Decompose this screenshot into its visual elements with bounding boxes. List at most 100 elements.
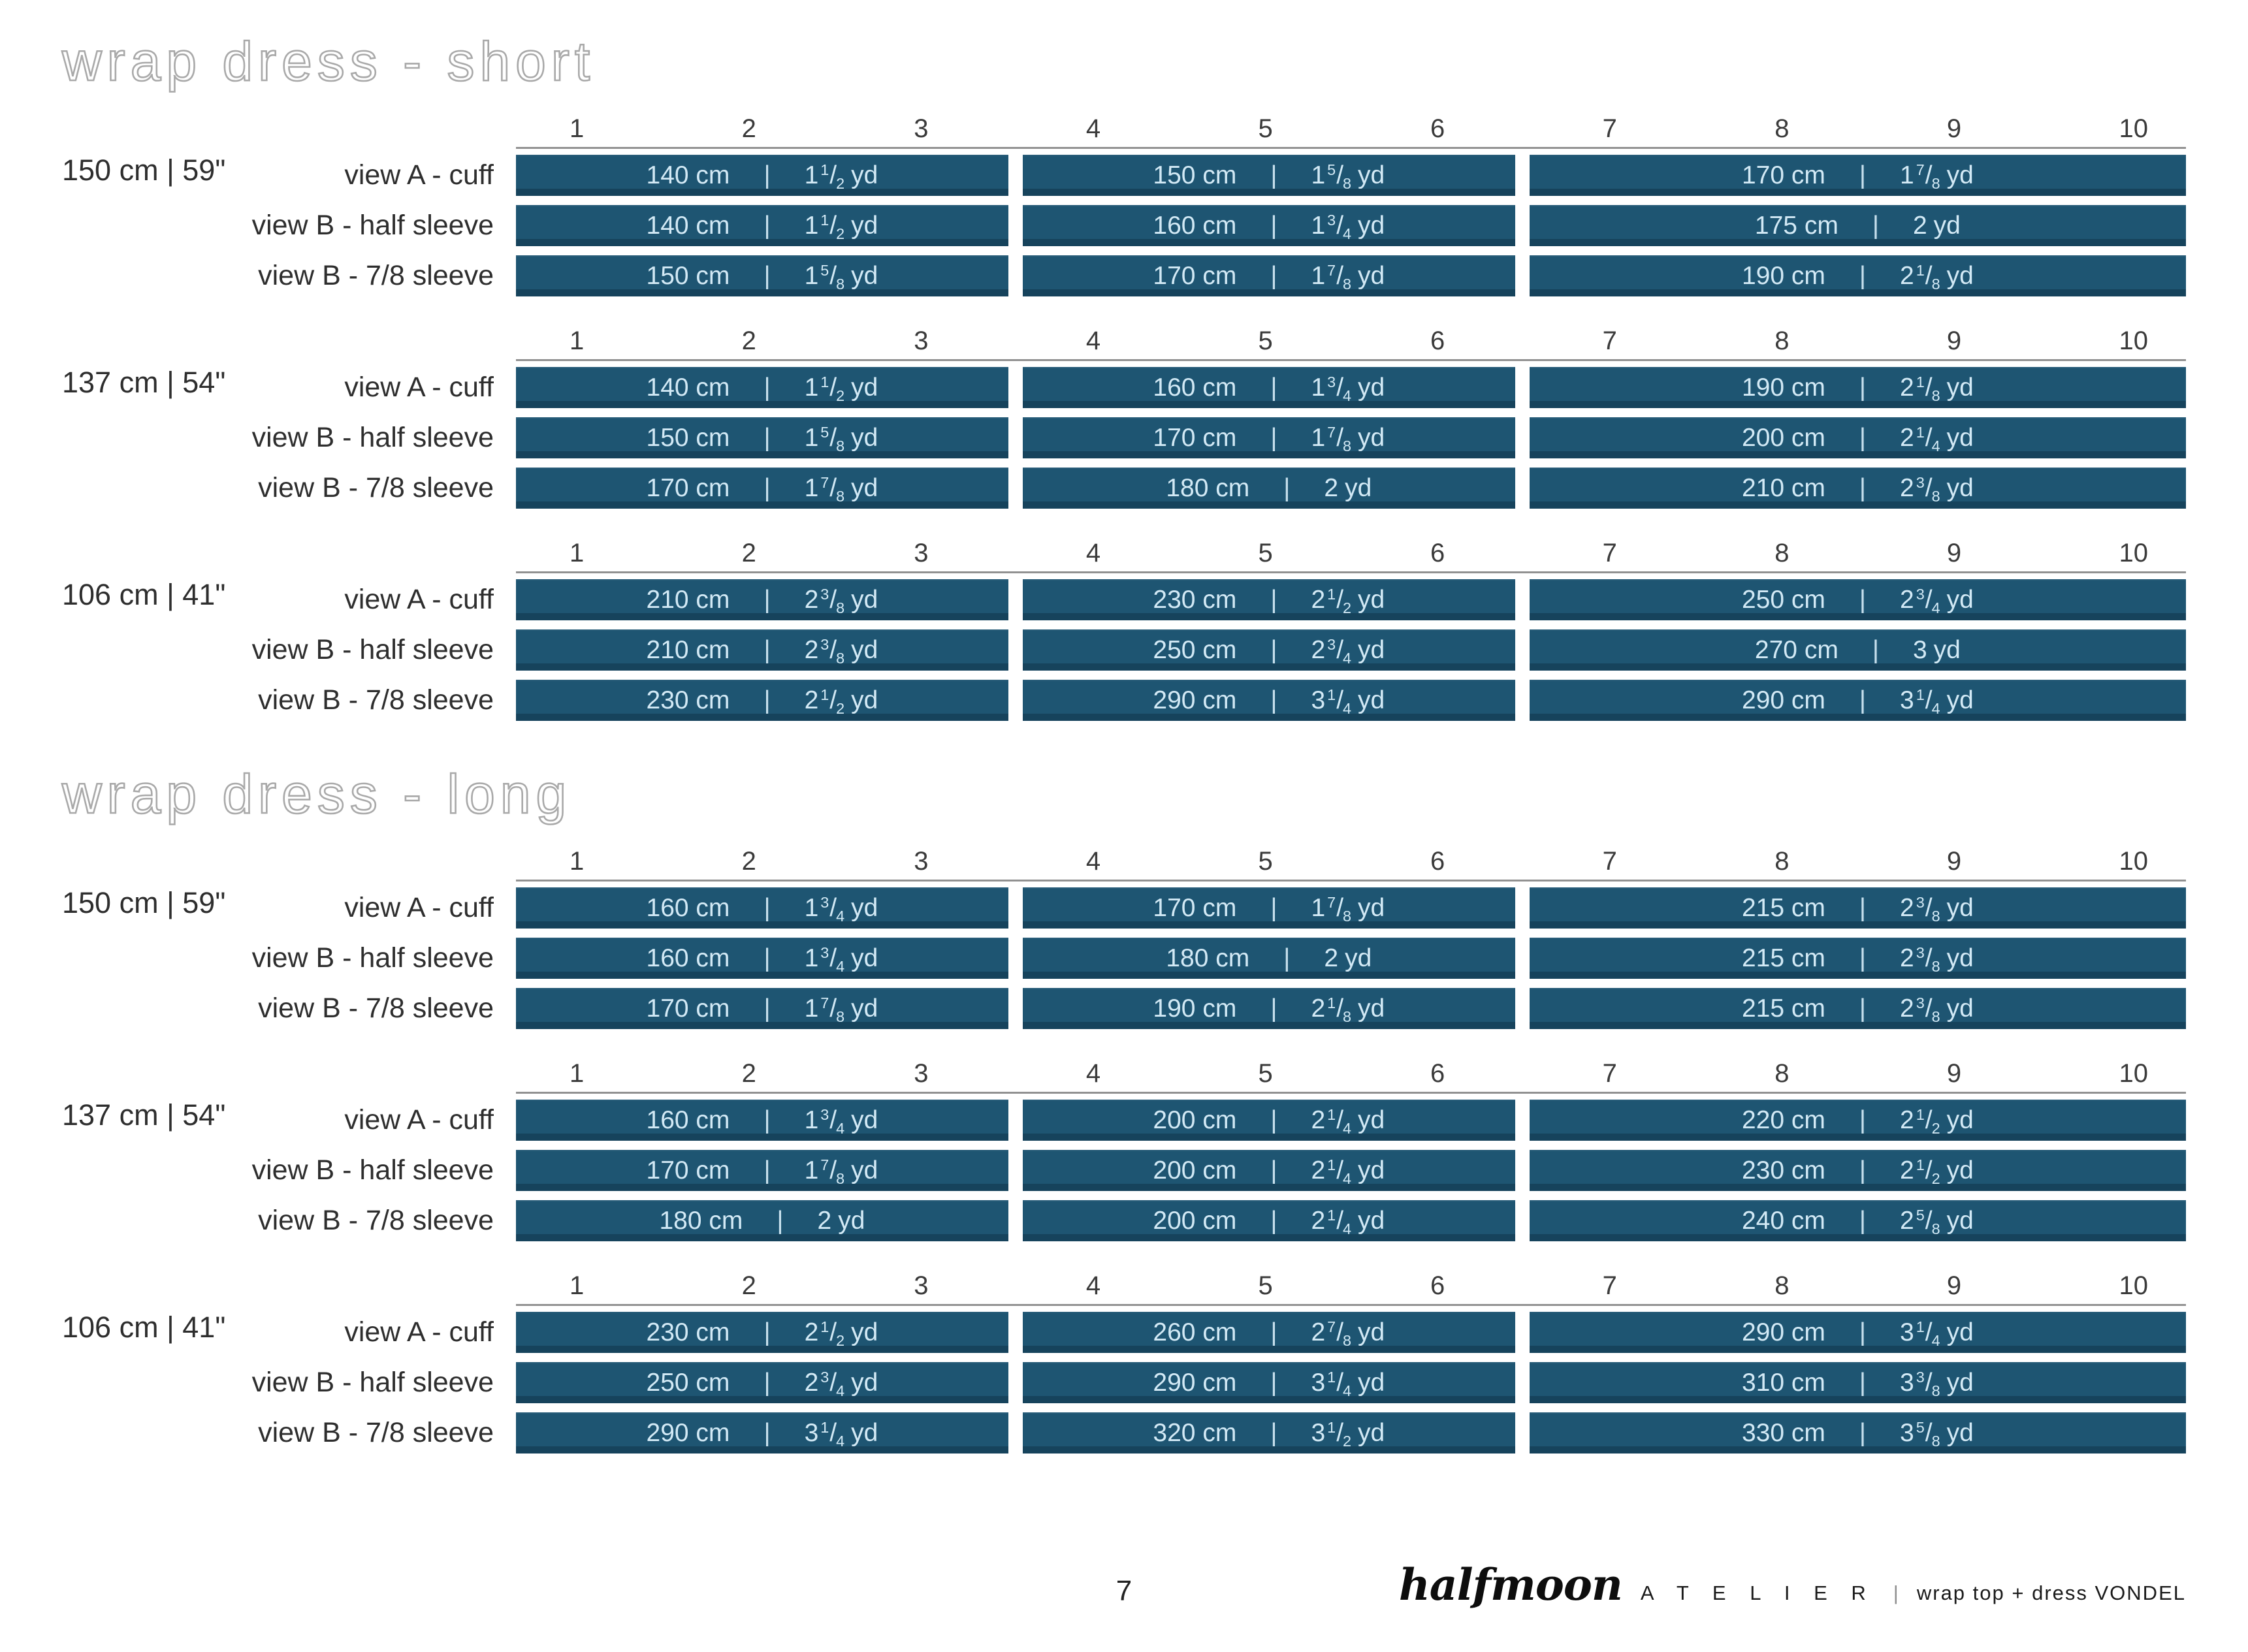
yardage-bar: 250 cm | 2 3/4 yd xyxy=(1022,629,1515,671)
cm-value: 290 cm xyxy=(1153,1369,1237,1397)
yard-unit-label: yd xyxy=(1358,262,1385,290)
view-label: view A - cuff xyxy=(344,1104,494,1136)
yard-unit-label: yd xyxy=(1946,1369,1974,1397)
cm-value: 290 cm xyxy=(1153,686,1237,714)
yardage-value: 3 1/4 yd xyxy=(1900,686,1974,716)
fraction-slash: / xyxy=(829,636,837,664)
view-label: view A - cuff xyxy=(344,892,494,923)
value-separator: | xyxy=(1270,1419,1277,1447)
yardage-bar: 260 cm | 2 7/8 yd xyxy=(1022,1312,1515,1353)
yardage-whole: 2 xyxy=(817,1207,832,1235)
fraction-denominator: 8 xyxy=(1343,275,1352,293)
size-tick-label: 4 xyxy=(1085,1271,1101,1300)
fraction-denominator: 2 xyxy=(1931,1169,1940,1187)
fraction-numerator: 7 xyxy=(820,994,829,1012)
fraction-denominator: 4 xyxy=(1931,1331,1940,1349)
fraction-denominator: 4 xyxy=(1931,437,1940,454)
fabric-width-label: 106 cm | 41" xyxy=(62,1310,226,1344)
fraction-denominator: 8 xyxy=(1343,907,1352,925)
yardage-value: 2 1/4 yd xyxy=(1311,1207,1385,1236)
fraction-slash: / xyxy=(1336,686,1344,714)
value-separator: | xyxy=(1859,1207,1867,1235)
fraction-numerator: 5 xyxy=(1327,161,1336,179)
yardage-whole: 1 xyxy=(804,944,819,972)
size-tick-label: 3 xyxy=(914,1059,929,1088)
yard-unit-label: yd xyxy=(851,636,878,664)
yardage-whole: 3 xyxy=(1900,686,1914,714)
fraction-numerator: 5 xyxy=(820,424,829,441)
value-separator: | xyxy=(1270,373,1277,402)
cm-value: 170 cm xyxy=(1741,161,1825,189)
yardage-whole: 2 xyxy=(1900,586,1914,614)
value-separator: | xyxy=(1270,1106,1277,1134)
yardage-value: 2 7/8 yd xyxy=(1311,1318,1385,1348)
cm-value: 170 cm xyxy=(646,994,730,1023)
yard-unit-label: yd xyxy=(1946,686,1974,714)
value-separator: | xyxy=(1283,944,1291,972)
yardage-bar: 190 cm | 2 1/8 yd xyxy=(1529,255,2186,296)
yardage-row: view B - half sleeve 210 cm | 2 3/8 yd 250 cm |… xyxy=(39,629,2186,671)
bar-area: 210 cm | 2 3/8 yd 250 cm | 2 3/4 yd 270 cm | 3 yd xyxy=(516,629,2186,671)
size-tick-label: 2 xyxy=(741,539,756,567)
yardage-bar: 180 cm | 2 yd xyxy=(1022,938,1515,979)
yard-unit-label: yd xyxy=(851,424,878,452)
fraction-slash: / xyxy=(1336,1369,1344,1397)
yard-unit-label: yd xyxy=(1358,894,1385,922)
size-ruler-row: 1 2 3 4 5 6 7 8 9 10 xyxy=(39,848,2186,882)
size-ruler-row: 1 2 3 4 5 6 7 8 9 10 xyxy=(39,540,2186,573)
fabric-width-label: 137 cm | 54" xyxy=(62,366,226,399)
charts-container: wrap dress - short 150 cm | 59" 1 2 3 4 5 6 7 8 9 1… xyxy=(39,30,2186,1453)
yardage-value: 1 7/8 yd xyxy=(805,1157,878,1186)
size-tick-label: 5 xyxy=(1258,114,1273,143)
yardage-bar: 210 cm | 2 3/8 yd xyxy=(516,629,1008,671)
size-tick-label: 10 xyxy=(2119,847,2148,876)
fraction-slash: / xyxy=(829,1419,837,1447)
cm-value: 210 cm xyxy=(646,586,730,614)
fraction-numerator: 3 xyxy=(1916,586,1925,603)
yardage-row: view B - half sleeve 170 cm | 1 7/8 yd 200 cm |… xyxy=(39,1150,2186,1191)
yardage-bar: 160 cm | 1 3/4 yd xyxy=(516,887,1008,929)
fraction-slash: / xyxy=(1336,994,1344,1023)
chart-title: wrap dress - short xyxy=(61,30,596,93)
yardage-whole: 2 xyxy=(804,636,819,664)
section-rows: view A - cuff 160 cm | 1 3/4 yd 170 cm | 1 7 / 8 yd 2… xyxy=(39,887,2186,1029)
yardage-value: 1 7/8 yd xyxy=(1311,424,1385,453)
cm-value: 200 cm xyxy=(1153,1156,1237,1184)
cm-value: 210 cm xyxy=(646,636,730,664)
fraction-numerator: 1 xyxy=(820,1318,829,1336)
yard-unit-label: yd xyxy=(1358,161,1385,189)
value-separator: | xyxy=(1270,994,1277,1023)
fraction-slash: / xyxy=(1336,161,1344,189)
value-separator: | xyxy=(1859,586,1867,614)
yard-unit-label: yd xyxy=(1358,1207,1385,1235)
fraction-slash: / xyxy=(1925,894,1933,922)
yardage-bar: 180 cm | 2 yd xyxy=(1022,468,1515,509)
fraction-numerator: 1 xyxy=(1327,1207,1336,1224)
label-column-spacer xyxy=(39,540,516,573)
fraction-numerator: 3 xyxy=(1916,1369,1925,1386)
value-separator: | xyxy=(1270,1369,1277,1397)
value-separator: | xyxy=(1872,636,1879,664)
yardage-value: 1 1/2 yd xyxy=(805,212,878,241)
yardage-bar: 215 cm | 2 3/8 yd xyxy=(1529,887,2186,929)
size-tick-label: 9 xyxy=(1946,114,1962,143)
cm-value: 140 cm xyxy=(646,373,730,402)
fabric-width-section: 150 cm | 59" 1 2 3 4 5 6 7 8 9 10 view A - cuff 160 … xyxy=(39,848,2186,1029)
fraction-denominator: 4 xyxy=(1343,1220,1352,1237)
yard-unit-label: yd xyxy=(1933,212,1961,240)
yardage-whole: 1 xyxy=(1311,262,1326,290)
yardage-value: 1 7/8 yd xyxy=(1900,162,1974,191)
yardage-whole: 2 xyxy=(1311,1318,1326,1346)
fraction-numerator: 5 xyxy=(1916,1419,1925,1437)
fraction-numerator: 1 xyxy=(1916,424,1925,441)
yardage-value: 2 1/4 yd xyxy=(1900,424,1974,454)
size-ruler-row: 1 2 3 4 5 6 7 8 9 10 xyxy=(39,328,2186,361)
yard-unit-label: yd xyxy=(851,474,878,502)
yardage-bar: 290 cm | 3 1/4 yd xyxy=(516,1412,1008,1453)
fraction-slash: / xyxy=(1336,1106,1344,1134)
yardage-whole: 1 xyxy=(804,161,819,189)
fraction-numerator: 7 xyxy=(1327,1318,1336,1336)
label-column-spacer xyxy=(39,848,516,882)
yardage-value: 1 3/4 yd xyxy=(1311,212,1385,241)
fraction-slash: / xyxy=(1925,1207,1933,1235)
